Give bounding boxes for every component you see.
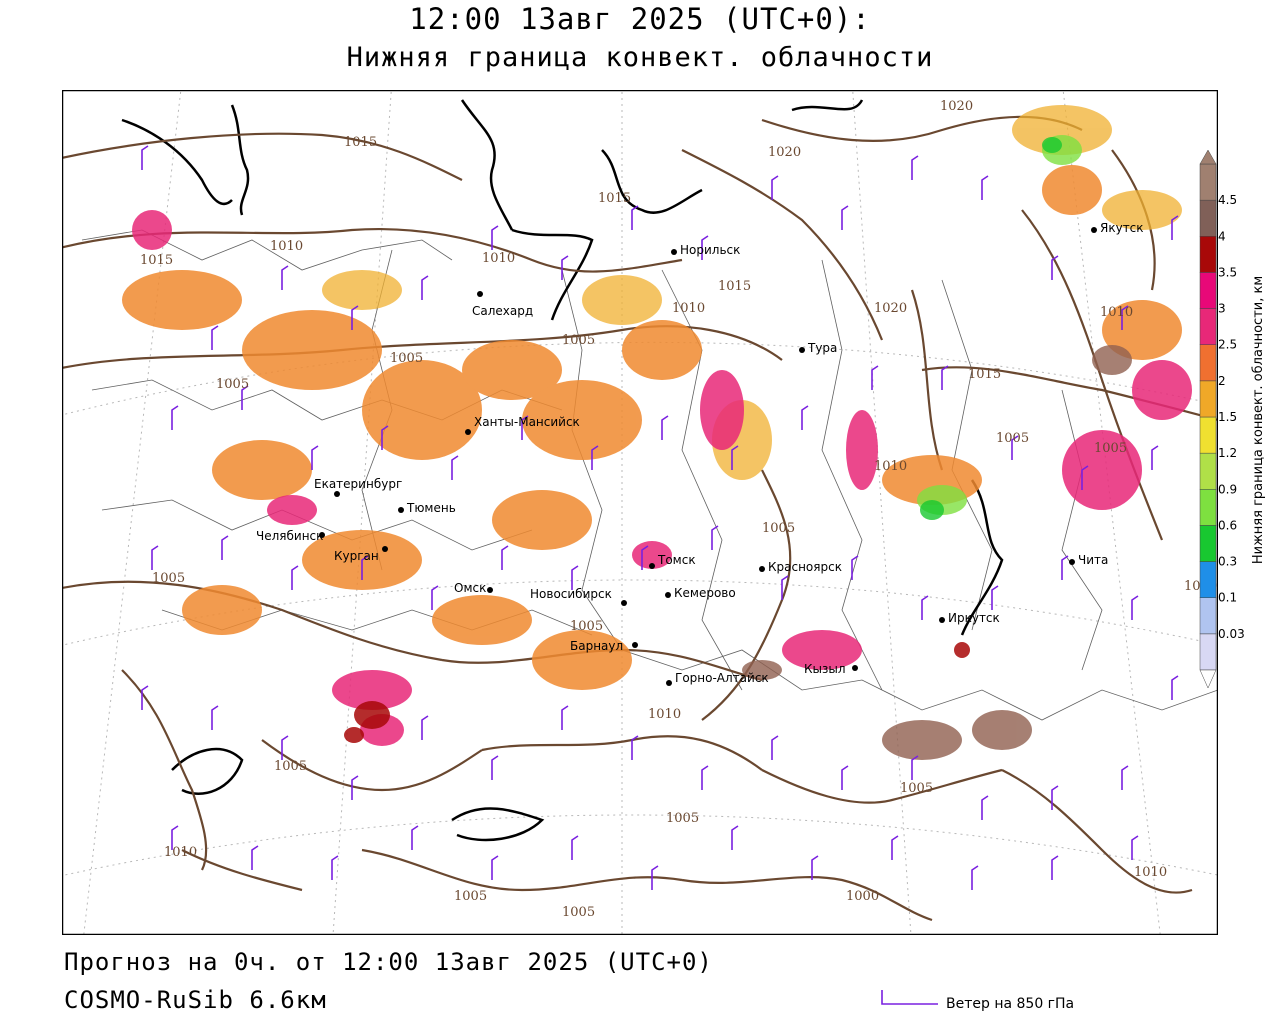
- isobar-label: 1005: [762, 521, 795, 536]
- colorbar-cell: [1199, 416, 1217, 454]
- colorbar-cell: [1199, 272, 1217, 309]
- city-label: Салехард: [472, 304, 533, 318]
- isobar-label: 1005: [562, 333, 595, 348]
- colorbar-tick-label: 0.1: [1218, 591, 1237, 605]
- isobar-label: 1015: [598, 191, 631, 206]
- colorbar-tick-label: 4: [1218, 229, 1226, 243]
- colorbar-cell: [1199, 380, 1217, 418]
- colorbar-tick-label: 1.5: [1218, 410, 1237, 424]
- isobar-label: 1010: [482, 251, 515, 266]
- colorbar-tick-label: 1.2: [1218, 446, 1237, 460]
- isobar-label: 1005: [216, 377, 249, 392]
- colorbar-cell: [1199, 308, 1217, 345]
- colorbar-tick-label: 3.5: [1218, 265, 1237, 279]
- forecast-info: Прогноз на 0ч. от 12:00 13авг 2025 (UTC+…: [64, 948, 713, 976]
- cities: Якутск Норильск Салехард Тура Ханты-Манс…: [256, 221, 1144, 686]
- isobar-label: 1005: [390, 351, 423, 366]
- isobar-label: 1010: [1134, 865, 1167, 880]
- colorbar-cell: [1199, 561, 1217, 598]
- colorbar-cell: [1199, 163, 1217, 201]
- map-subtitle: Нижняя граница конвект. облачности: [346, 42, 934, 73]
- convective-cloud-field: [122, 105, 1192, 760]
- isobar-label: 1005: [562, 905, 595, 920]
- isobar-label: 1005: [900, 781, 933, 796]
- colorbar-cell: [1199, 525, 1217, 562]
- colorbar-tick-label: 4.5: [1218, 193, 1237, 207]
- colorbar-tick-label: 3: [1218, 302, 1226, 316]
- city-label: Ханты-Мансийск: [474, 415, 580, 429]
- isobar-label: 1010: [672, 301, 705, 316]
- isobar-label: 1015: [968, 367, 1001, 382]
- isobar-label: 1015: [140, 253, 173, 268]
- isobar-label: 1000: [846, 889, 879, 904]
- isobar-label: 1005: [274, 759, 307, 774]
- colorbar-tick-label: 2: [1218, 374, 1226, 388]
- isobar-label: 1010: [270, 239, 303, 254]
- wind-legend-label: Ветер на 850 гПа: [946, 996, 1075, 1012]
- isobar-label: 1015: [718, 279, 751, 294]
- isobar-label: 1010: [164, 845, 197, 860]
- isobar-label: 1005: [996, 431, 1029, 446]
- colorbar-tick-label: 0.3: [1218, 555, 1237, 569]
- isobar-label: 1010: [1100, 305, 1133, 320]
- isobar-label: 1005: [152, 571, 185, 586]
- colorbar-tick-label: 0.03: [1218, 627, 1245, 641]
- city-label: Тура: [807, 341, 837, 355]
- colorbar-tick-label: 0.6: [1218, 518, 1237, 532]
- city-label: Норильск: [680, 243, 740, 257]
- colorbar-cell: [1199, 597, 1217, 635]
- isobar-labels: 1015 1020 1015 1010 1015 1010 1005 1005 …: [140, 99, 1217, 920]
- colorbar-cell: [1199, 489, 1217, 526]
- colorbar-cell: [1199, 633, 1217, 671]
- colorbar-cell: [1199, 452, 1217, 490]
- map-frame: [62, 90, 1218, 935]
- city-label: Кызыл: [804, 662, 846, 676]
- city-label: Якутск: [1100, 221, 1144, 235]
- forecast-map: 1015 1020 1015 1010 1015 1010 1005 1005 …: [62, 90, 1218, 935]
- colorbar-tick-label: 2.5: [1218, 338, 1237, 352]
- isobar-label: 1005: [570, 619, 603, 634]
- city-label: Новосибирск: [530, 587, 612, 601]
- coastlines: [121, 99, 1004, 842]
- colorbar-top-arrow: [1199, 150, 1217, 165]
- city-label: Тюмень: [406, 501, 456, 515]
- colorbar-title: Нижняя граница конвект. облачности, км: [1251, 276, 1266, 564]
- city-label: Челябинск: [256, 529, 323, 543]
- city-label: Томск: [657, 553, 696, 567]
- colorbar-bottom-arrow: [1199, 669, 1217, 689]
- svg-text:Нижняя граница конвект. облачн: Нижняя граница конвект. облачности, км: [1251, 276, 1266, 564]
- city-label: Чита: [1078, 553, 1108, 567]
- colorbar-cell: [1199, 344, 1217, 382]
- wind-barbs: [141, 145, 1179, 890]
- city-label: Иркутск: [948, 611, 1000, 625]
- colorbar-cell: [1199, 236, 1217, 273]
- isobar-label: 1020: [940, 99, 973, 114]
- isobar-label: 1010: [648, 707, 681, 722]
- map-title: 12:00 13авг 2025 (UTC+0):: [409, 2, 871, 36]
- model-name: COSMO-RuSib 6.6км: [64, 986, 327, 1014]
- colorbar: 0.03 0.1 0.3 0.6 0.9 1.2 1.5 2 2.5 3 3.5 4 4.5: [1199, 150, 1245, 689]
- isobar-label: 1020: [874, 301, 907, 316]
- isobar-label: 1010: [874, 459, 907, 474]
- city-label: Горно-Алтайск: [675, 671, 769, 685]
- city-label: Екатеринбург: [314, 477, 402, 491]
- colorbar-cell: [1199, 199, 1217, 237]
- isobar-label: 1015: [344, 135, 377, 150]
- city-label: Красноярск: [768, 560, 842, 574]
- wind-legend-icon: [881, 990, 938, 1005]
- isobar-label: 1005: [454, 889, 487, 904]
- city-label: Омск: [454, 581, 486, 595]
- isobar-label: 1020: [768, 145, 801, 160]
- isobar-label: 1005: [666, 811, 699, 826]
- city-label: Барнаул: [570, 639, 623, 653]
- city-label: Курган: [334, 549, 379, 563]
- isobar-label: 1005: [1094, 441, 1127, 456]
- city-label: Кемерово: [674, 586, 736, 600]
- colorbar-tick-label: 0.9: [1218, 482, 1237, 496]
